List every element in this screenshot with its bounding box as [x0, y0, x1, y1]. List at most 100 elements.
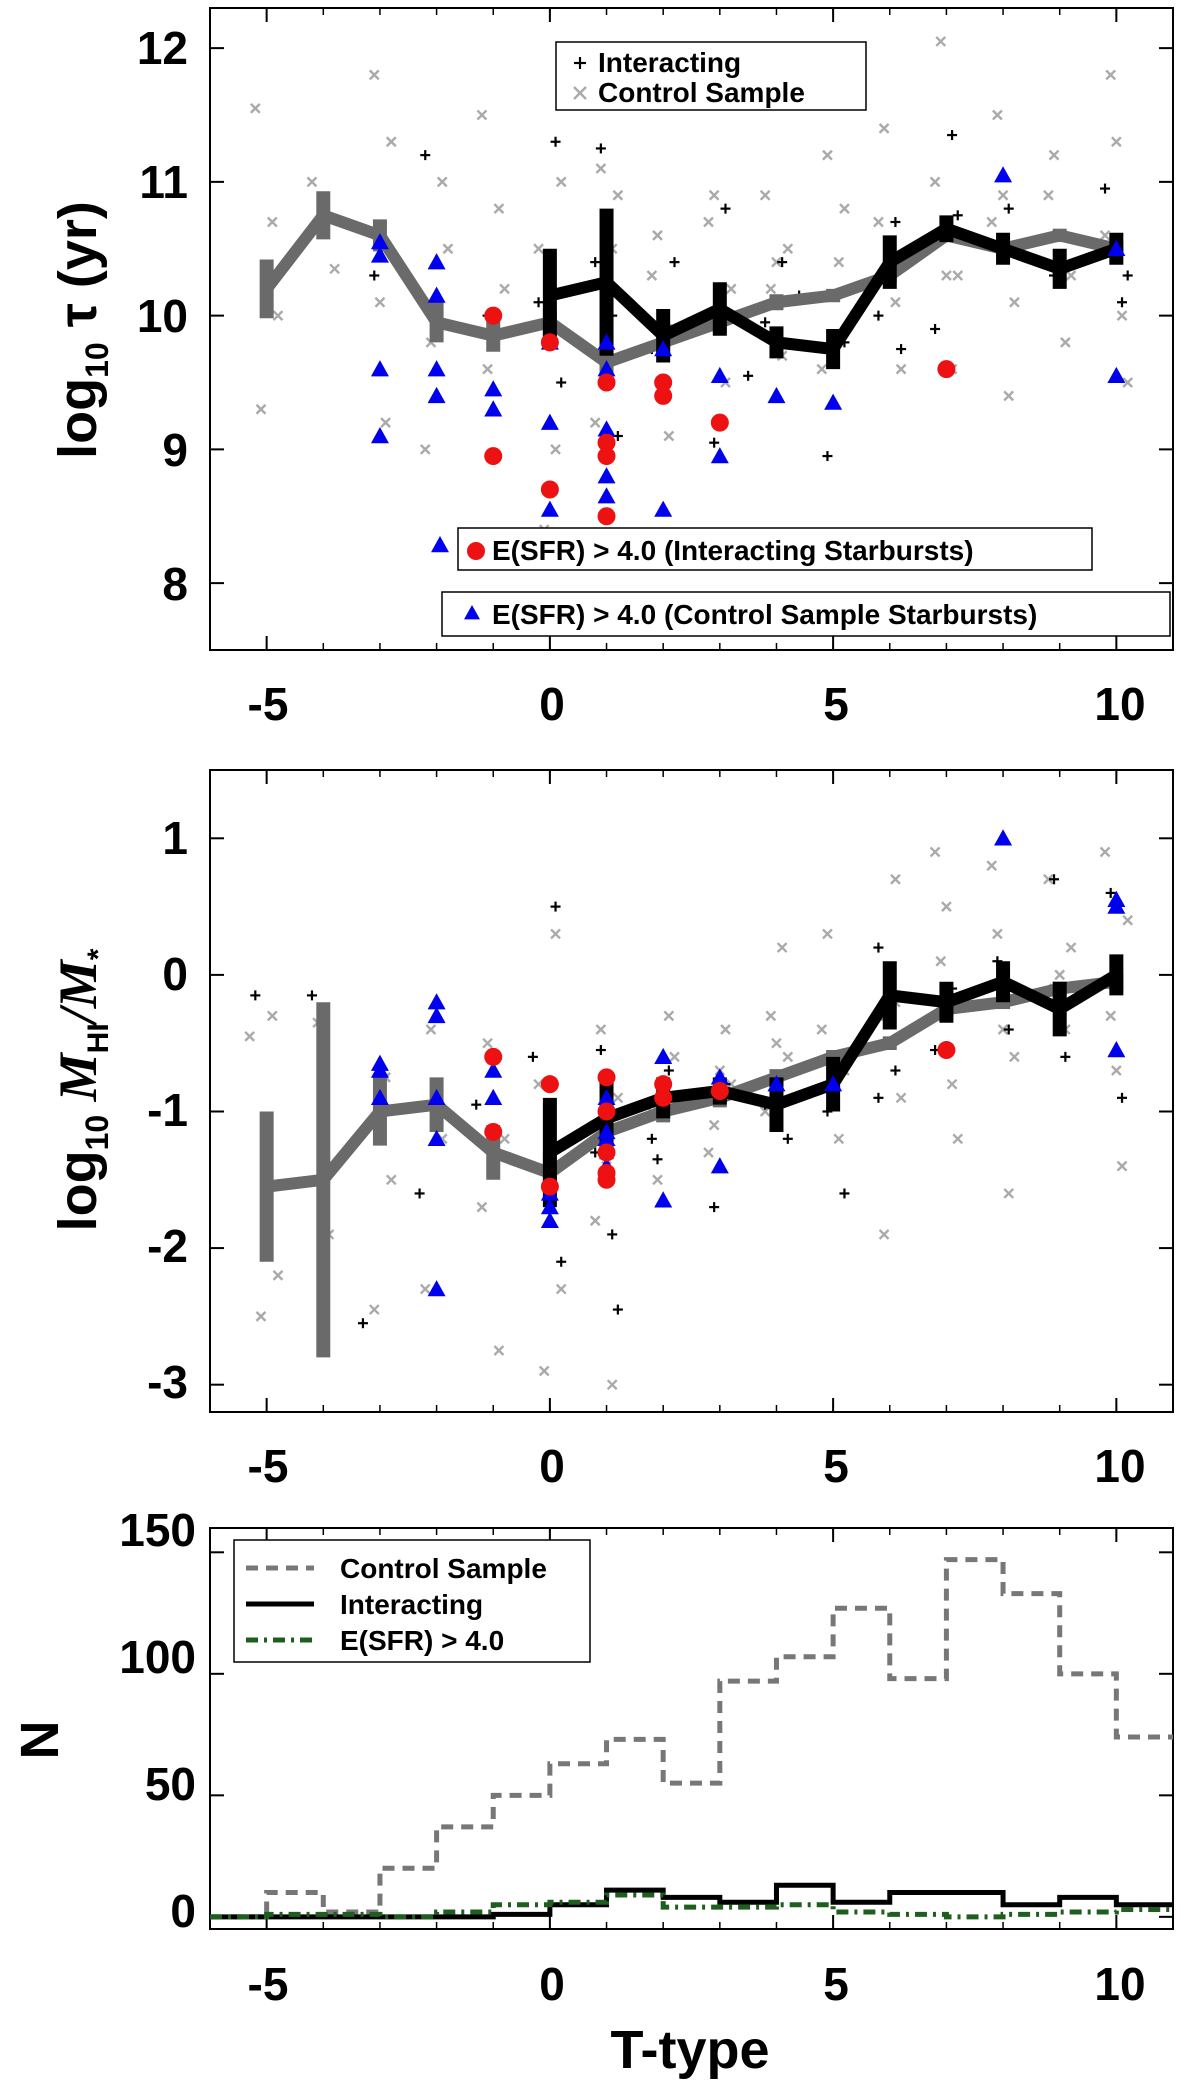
p1-legend-starburst-ctrl-box: [441, 591, 1171, 637]
p1-control-starburst: [710, 366, 729, 384]
p1-interacting-starburst: [540, 333, 559, 352]
p2-control-point: [244, 1031, 256, 1042]
p1-control-point: [878, 123, 890, 134]
p2-control-starburst: [370, 1088, 389, 1106]
p2-control-point: [992, 928, 1003, 940]
p1-control-point: [1003, 390, 1015, 402]
p1-legend-starburst-int-box: [457, 527, 1093, 571]
panel-gas-frame: [209, 769, 1174, 1413]
p1-control-point: [1116, 310, 1128, 321]
p2-ytick-label: 0: [162, 948, 188, 1000]
p2-median-line-0: [265, 975, 1118, 1193]
p2-control-point: [1009, 1051, 1020, 1063]
p1-control-starburst: [427, 386, 446, 404]
p1-control-starburst: [370, 427, 389, 444]
p1-control-point: [1060, 337, 1071, 348]
p2-control-point: [952, 1133, 964, 1145]
p1-control-starburst: [710, 447, 729, 464]
p1-control-point: [782, 243, 794, 255]
p1-control-point: [941, 270, 952, 281]
p2-control-point: [1105, 1010, 1117, 1022]
p1-control-point: [266, 216, 278, 228]
p1-control-point: [646, 270, 658, 281]
p2-control-starburst: [540, 1198, 559, 1215]
p3-ytick-label: 100: [119, 1631, 196, 1683]
p2-interacting-starburst: [597, 1163, 616, 1182]
p1-interacting-starburst: [654, 373, 673, 392]
p3-hist-control-sample: [210, 1557, 1173, 1920]
p1-legend-starburst-ctrl-label: E(SFR) > 4.0 (Control Sample Starbursts): [492, 599, 1037, 630]
p2-xtick-label: -5: [248, 1440, 289, 1492]
p1-control-point: [306, 176, 318, 188]
p2-control-point: [385, 1174, 397, 1186]
p2-control-starburst: [1107, 1041, 1126, 1058]
p1-control-point: [703, 216, 714, 228]
p2-control-starburst: [654, 1047, 673, 1065]
p1-xtick-label: 5: [823, 678, 849, 730]
p2-ylabel: log10 MHI/M*: [48, 948, 115, 1231]
p1-control-point: [1122, 377, 1134, 388]
p2-control-starburst: [484, 1088, 503, 1106]
p1-control-point: [374, 296, 386, 308]
p2-control-point: [606, 1379, 618, 1391]
p1-control-point: [708, 189, 720, 201]
p1-control-point: [380, 417, 391, 428]
p2-control-point: [833, 1133, 845, 1145]
p2-xtick-label: 5: [823, 1440, 849, 1492]
p3-xtick-label: -5: [248, 1958, 289, 2010]
p2-control-point: [941, 901, 952, 912]
panel-gas-fraction: -5 0 5 10 -3 -2 -1 0 1 log10 MHI/M*: [48, 769, 1174, 1492]
p2-control-starburst: [994, 829, 1013, 846]
p3-legend-starburst-label: E(SFR) > 4.0: [340, 1625, 504, 1656]
p1-control-point: [255, 403, 267, 415]
p1-xtick-label: 0: [539, 678, 565, 730]
p1-control-point: [833, 256, 845, 268]
p1-legend-starburst-int-label: E(SFR) > 4.0 (Interacting Starbursts): [492, 535, 974, 566]
p3-hist-e-sfr-4-0: [210, 1892, 1173, 1920]
p3-ylabel: N: [10, 1721, 70, 1760]
p2-control-starburst: [540, 1211, 559, 1228]
p1-control-starburst: [1107, 366, 1126, 384]
p2-control-starburst: [654, 1191, 673, 1208]
p2-control-starburst: [597, 1088, 616, 1106]
p2-control-point: [550, 928, 561, 940]
p2-control-point: [538, 1365, 550, 1377]
p1-control-starburst: [427, 286, 446, 303]
p2-control-point: [669, 1051, 680, 1063]
p1-control-point: [442, 243, 454, 255]
p2-control-point: [368, 1304, 380, 1315]
p1-interacting-starburst: [597, 373, 616, 392]
p1-ytick-label: 9: [162, 424, 188, 476]
p2-control-starburst: [427, 1006, 446, 1024]
p1-control-point: [986, 216, 998, 228]
p1-interacting-starburst: [597, 507, 616, 526]
p2-control-point: [935, 955, 947, 967]
p1-control-point: [1043, 189, 1054, 201]
p1-control-point: [385, 136, 397, 148]
p2-interacting-starburst: [597, 1143, 616, 1162]
p2-control-point: [1099, 846, 1111, 858]
p1-xtick-label: -5: [248, 678, 289, 730]
p2-control-point: [822, 928, 833, 940]
p1-control-point: [1065, 270, 1077, 281]
p2-control-point: [816, 1024, 828, 1035]
p1-control-point: [499, 283, 510, 295]
p2-control-point: [482, 1037, 493, 1049]
p1-legend-starburst-int-marker: [467, 542, 485, 560]
p1-ytick-label: 11: [139, 156, 188, 208]
p2-control-starburst: [427, 1129, 446, 1147]
p3-ytick-label: 0: [170, 1885, 196, 1937]
p2-control-starburst: [484, 1061, 503, 1078]
p3-legend-interacting-label: Interacting: [340, 1589, 483, 1620]
p1-interacting-starburst: [597, 447, 616, 466]
p2-control-point: [776, 942, 788, 953]
panel-tau: -5 0 5 10 8 9 10 11 12 log10 τ (yr) Inte…: [48, 7, 1174, 730]
p1-control-point: [890, 296, 901, 308]
p1-control-point: [493, 203, 505, 214]
p1-control-point: [822, 149, 833, 161]
p2-control-point: [986, 860, 998, 871]
p1-control-starburst: [597, 420, 616, 437]
p1-control-starburst: [1107, 239, 1126, 256]
p2-control-point: [663, 1010, 675, 1022]
